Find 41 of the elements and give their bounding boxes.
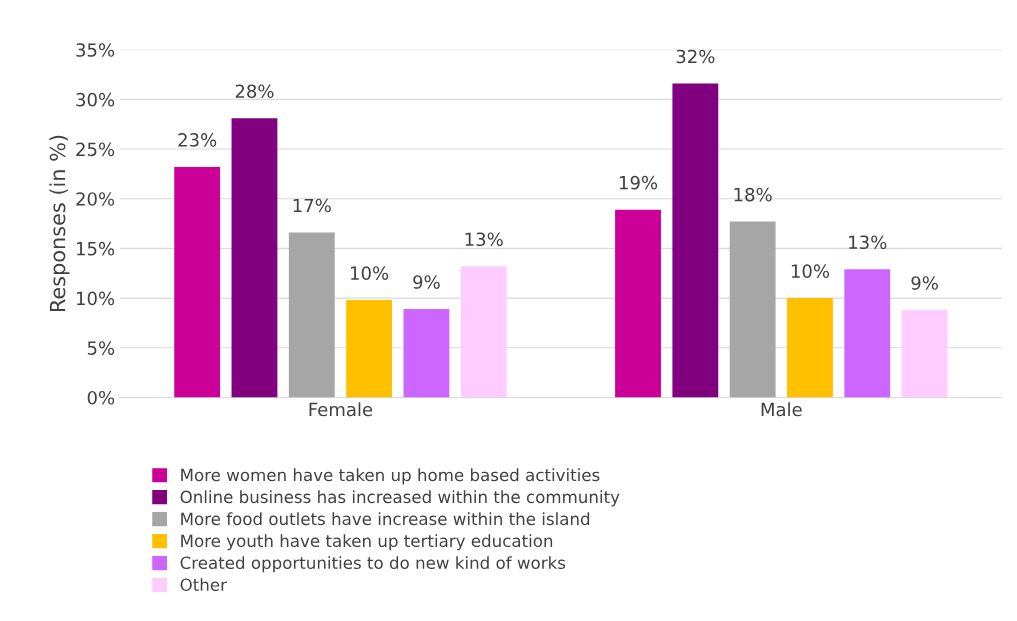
bar: [231, 118, 278, 398]
data-label: 9%: [911, 276, 938, 290]
legend-label: More women have taken up home based activities: [181, 468, 600, 485]
data-label: 19%: [619, 175, 658, 190]
data-label: 17%: [293, 198, 331, 213]
y-tick-label: 5%: [87, 341, 115, 355]
y-tick-label: 25%: [76, 142, 115, 157]
legend-label: More youth have taken up tertiary education: [181, 534, 553, 551]
x-tick-label: Female: [309, 402, 373, 417]
y-tick-label: 10%: [77, 291, 115, 306]
data-label: 9%: [413, 275, 440, 289]
bar: [729, 221, 776, 398]
data-label: 32%: [676, 49, 715, 64]
bar: [844, 269, 891, 398]
y-axis-title: Responses (in %): [49, 135, 70, 312]
data-label: 13%: [849, 235, 887, 250]
data-label: 28%: [235, 84, 274, 99]
legend-label: Other: [180, 578, 227, 592]
bar: [346, 300, 393, 398]
y-tick-label: 35%: [76, 43, 115, 57]
bar: [615, 209, 661, 398]
data-label: 23%: [178, 133, 217, 147]
bar: [787, 298, 833, 398]
bar: [460, 266, 507, 398]
y-tick-label: 30%: [76, 92, 115, 107]
legend-label: Created opportunities to do new kind of works: [180, 556, 566, 573]
bar: [288, 232, 335, 398]
y-tick-label: 15%: [77, 241, 115, 256]
data-label: 10%: [791, 264, 830, 278]
bar: [403, 309, 450, 398]
bar: [901, 310, 948, 398]
y-tick-label: 0%: [87, 390, 115, 405]
legend-label: Online business has increased within the community: [180, 490, 620, 507]
bar: [672, 83, 719, 398]
x-tick-label: Male: [761, 402, 802, 417]
data-label: 10%: [351, 266, 389, 280]
bar: [174, 166, 221, 398]
legend-label: More food outlets have increase within the island: [181, 512, 590, 526]
data-label: 18%: [734, 187, 772, 202]
y-tick-label: 20%: [76, 192, 115, 206]
data-label: 13%: [465, 232, 503, 247]
